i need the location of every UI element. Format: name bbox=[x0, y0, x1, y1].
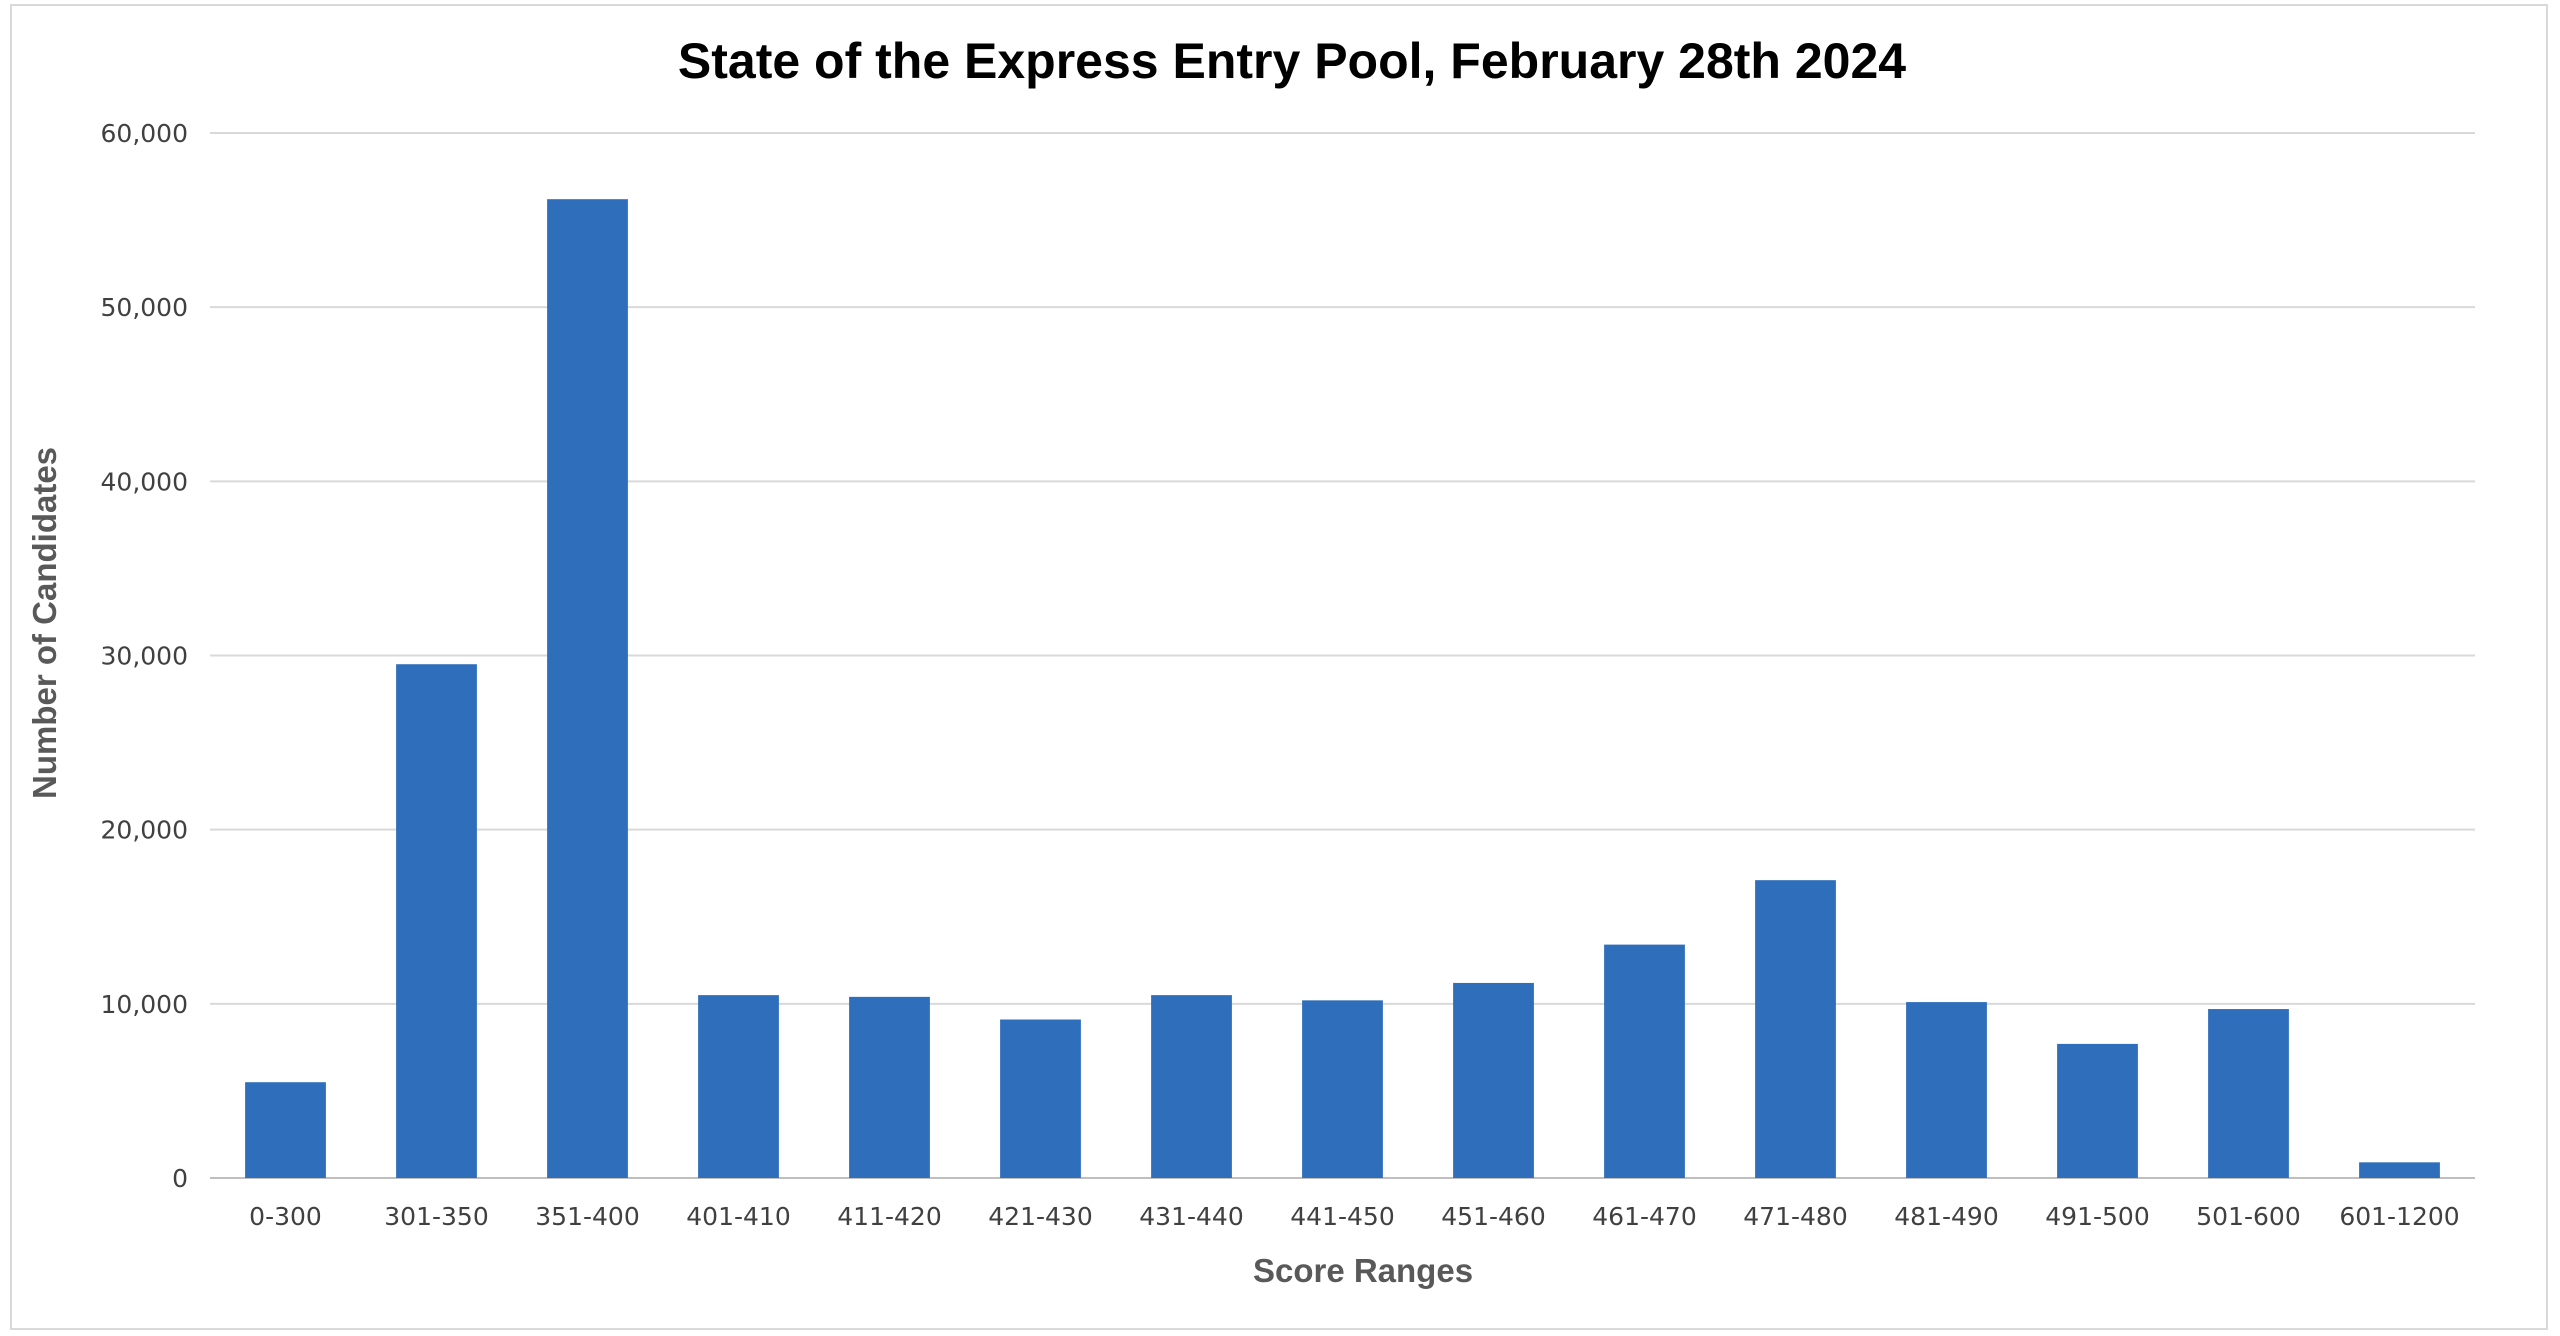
bar bbox=[698, 995, 779, 1178]
bars bbox=[245, 199, 2440, 1178]
bar bbox=[2057, 1043, 2138, 1178]
bar bbox=[1000, 1019, 1081, 1178]
x-axis-ticks: 0-300 301-350 351-400 401-410 411-420 421-430… bbox=[249, 1202, 2460, 1231]
x-tick-label: 461-470 bbox=[1592, 1202, 1696, 1231]
x-tick-label: 441-450 bbox=[1290, 1202, 1394, 1231]
x-tick-label: 351-400 bbox=[535, 1202, 639, 1231]
bar bbox=[396, 664, 477, 1178]
chart-title: State of the Express Entry Pool, Februar… bbox=[678, 33, 1906, 89]
bar bbox=[2359, 1162, 2440, 1178]
x-tick-label: 481-490 bbox=[1894, 1202, 1998, 1231]
x-tick-label: 471-480 bbox=[1743, 1202, 1847, 1231]
y-tick-label: 40,000 bbox=[101, 467, 188, 496]
bar bbox=[547, 199, 628, 1178]
x-tick-label: 401-410 bbox=[686, 1202, 790, 1231]
bar bbox=[1906, 1002, 1987, 1178]
bar bbox=[245, 1082, 326, 1178]
x-tick-label: 411-420 bbox=[837, 1202, 941, 1231]
y-axis-title: Number of Candidates bbox=[26, 447, 63, 799]
bar bbox=[1453, 982, 1534, 1178]
x-axis-title: Score Ranges bbox=[1253, 1252, 1473, 1289]
y-tick-label: 30,000 bbox=[101, 642, 188, 671]
x-tick-label: 601-1200 bbox=[2339, 1202, 2459, 1231]
bar bbox=[1604, 944, 1685, 1178]
bar bbox=[1302, 1000, 1383, 1178]
x-tick-label: 431-440 bbox=[1139, 1202, 1243, 1231]
x-tick-label: 501-600 bbox=[2196, 1202, 2300, 1231]
y-tick-label: 50,000 bbox=[101, 293, 188, 322]
x-tick-label: 421-430 bbox=[988, 1202, 1092, 1231]
bar bbox=[1755, 880, 1836, 1178]
y-tick-label: 20,000 bbox=[101, 816, 188, 845]
y-axis-ticks: 0 10,000 20,000 30,000 40,000 50,000 60,000 bbox=[101, 119, 188, 1193]
y-tick-label: 0 bbox=[172, 1164, 188, 1193]
x-tick-label: 0-300 bbox=[249, 1202, 322, 1231]
bar bbox=[849, 996, 930, 1178]
y-tick-label: 60,000 bbox=[101, 119, 188, 148]
x-tick-label: 301-350 bbox=[384, 1202, 488, 1231]
y-tick-label: 10,000 bbox=[101, 990, 188, 1019]
bar bbox=[2208, 1009, 2289, 1178]
x-tick-label: 491-500 bbox=[2045, 1202, 2149, 1231]
x-tick-label: 451-460 bbox=[1441, 1202, 1545, 1231]
bar bbox=[1151, 995, 1232, 1178]
